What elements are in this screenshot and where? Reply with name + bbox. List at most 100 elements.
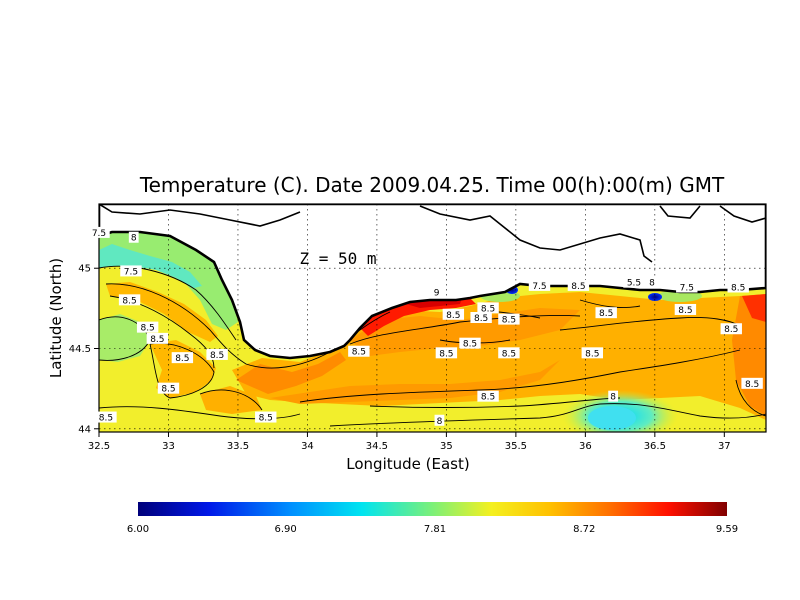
contour-label: 8 xyxy=(608,390,619,403)
x-tick-label: 35.5 xyxy=(505,441,527,452)
contour-label-background xyxy=(720,323,742,335)
contour-label: 7.5 xyxy=(88,226,110,239)
contour-label-background xyxy=(674,303,697,315)
cold-spot-2 xyxy=(648,293,662,301)
plot-frame xyxy=(98,203,767,433)
contour-label: 8.5 xyxy=(470,312,492,324)
contour-label-background xyxy=(88,226,110,238)
contour-label-background xyxy=(647,276,657,288)
x-axis-ticks: 32.5 33 33.5 34 34.5 35 35.5 36 36.5 37 xyxy=(88,432,731,452)
contour-label-text: 8 xyxy=(649,279,655,289)
contour-label-text: 8.5 xyxy=(481,304,495,314)
contour-label-text: 8.5 xyxy=(731,283,745,293)
x-tick-label: 33 xyxy=(162,441,175,452)
depth-annotation: Z = 50 m xyxy=(299,249,376,268)
contour-line xyxy=(579,299,641,309)
coastline-azov-west xyxy=(99,204,301,227)
contour-label-background xyxy=(136,321,159,333)
contour-label: 8.5 xyxy=(435,347,458,359)
hot-coastal-strip xyxy=(360,298,476,336)
contour-label-background xyxy=(459,337,481,349)
contour-label-text: 5.5 xyxy=(627,279,641,289)
contour-label: 8.5 xyxy=(567,279,590,292)
contour-label: 7.5 xyxy=(120,265,142,277)
coastline-taman xyxy=(659,205,701,219)
contour-label: 8.5 xyxy=(477,390,499,403)
hot-patch-east xyxy=(742,294,766,322)
x-tick-label: 33.5 xyxy=(227,441,249,452)
y-tick-label: 44 xyxy=(78,424,91,435)
contour-label-background xyxy=(118,294,141,306)
contour-line xyxy=(299,349,741,403)
contour-label-background xyxy=(477,302,499,314)
contour-label-text: 8.5 xyxy=(474,314,488,324)
contour-label-text: 8.5 xyxy=(724,325,738,335)
contour-label: 8.5 xyxy=(146,332,169,345)
contour-label: 8.5 xyxy=(95,411,117,424)
contour-label: 7.5 xyxy=(676,281,698,293)
contour-label-text: 8.5 xyxy=(502,316,516,326)
contour-label-text: 8.5 xyxy=(481,393,495,403)
contour-label: 5.5 xyxy=(623,276,645,289)
contour-label: 8.5 xyxy=(674,303,697,316)
contour-label: 8.5 xyxy=(720,323,742,335)
contour-line xyxy=(735,379,766,417)
contour-label-background xyxy=(206,348,228,360)
contour-line xyxy=(99,406,301,420)
contour-label-background xyxy=(120,265,142,277)
contour-label: 8 xyxy=(647,276,657,289)
contour-label-text: 8 xyxy=(610,393,616,403)
contour-label-text: 8 xyxy=(437,417,443,427)
contour-label-background xyxy=(498,313,520,325)
contour-label: 8.5 xyxy=(157,382,180,395)
contour-label: 8.5 xyxy=(581,347,604,359)
colorbar xyxy=(138,502,727,516)
contour-label-text: 8.5 xyxy=(352,348,366,358)
contour-label-text: 8.5 xyxy=(175,354,189,364)
x-axis-label: Longitude (East) xyxy=(346,455,469,473)
contour-label: 8.5 xyxy=(498,347,520,359)
grid-lines xyxy=(99,204,766,432)
warm-core-center xyxy=(350,308,580,356)
contour-label-text: 8.5 xyxy=(678,306,692,316)
contour-label-text: 8.5 xyxy=(599,309,613,319)
contour-label: 7.5 xyxy=(528,279,551,292)
contour-label-background xyxy=(477,390,499,402)
y-axis-label: Latitude (North) xyxy=(47,258,65,378)
contour-line xyxy=(199,389,263,411)
contour-label-text: 8.5 xyxy=(439,349,453,359)
contour-label-background xyxy=(567,279,590,291)
x-tick-label: 34 xyxy=(301,441,314,452)
x-tick-label: 35 xyxy=(440,441,453,452)
contour-label-text: 8.5 xyxy=(140,324,154,334)
chart-title: Temperature (C). Date 2009.04.25. Time 0… xyxy=(139,173,725,197)
contour-label-text: 8.5 xyxy=(745,380,759,390)
contour-label: 8.5 xyxy=(348,345,370,358)
contour-label-background xyxy=(431,286,442,298)
contour-label-text: 8 xyxy=(131,234,137,244)
contour-label-background xyxy=(146,332,169,344)
contour-label-text: 8.5 xyxy=(259,414,273,424)
contour-label: 8.5 xyxy=(255,411,277,424)
contour-label-text: 8.5 xyxy=(502,349,516,359)
contour-label-background xyxy=(528,279,551,291)
coastline-kerch xyxy=(419,205,653,263)
contour-label-text: 9 xyxy=(434,288,440,298)
colorbar-tick-label: 7.81 xyxy=(424,524,446,535)
contour-label-background xyxy=(434,414,445,426)
contour-label-text: 7.5 xyxy=(532,282,546,292)
temperature-field xyxy=(99,204,766,432)
contour-label: 8.5 xyxy=(136,321,159,334)
y-tick-label: 45 xyxy=(78,264,91,275)
contour-label: 8.5 xyxy=(206,348,228,361)
contour-label: 9 xyxy=(431,286,442,298)
colorbar-tick-label: 6.00 xyxy=(127,524,149,535)
contour-label-text: 7.5 xyxy=(124,267,138,277)
colorbar-ticks: 6.00 6.90 7.81 8.72 9.59 xyxy=(127,524,738,535)
warm-core-west-slope xyxy=(236,352,346,394)
contour-label-background xyxy=(623,276,645,288)
colorbar-tick-label: 8.72 xyxy=(573,524,595,535)
contour-label-background xyxy=(171,352,194,364)
contour-label-background xyxy=(442,308,465,320)
contour-label-background xyxy=(727,281,749,293)
